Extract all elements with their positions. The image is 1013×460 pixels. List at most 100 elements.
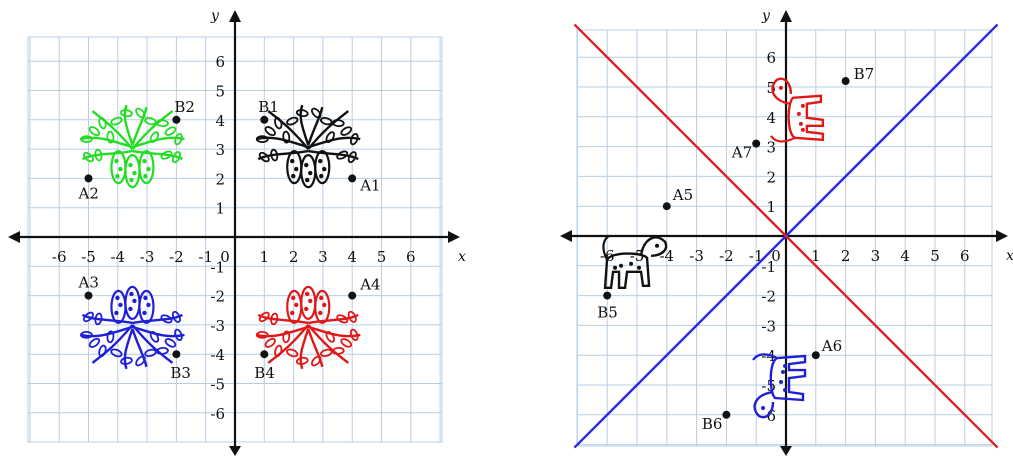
pod-dot [128,162,133,168]
right-x-tick-label: 3 [871,247,881,265]
right-y-tick-label: 6 [766,49,776,67]
leaf [94,312,103,326]
leaf [286,348,299,358]
point-label-b1: B1 [258,98,279,116]
left-y-tick-label: 3 [215,141,225,159]
animal-head [771,77,793,106]
leaf [120,356,133,365]
left-y-tick-label: 5 [215,83,225,101]
animal-head [753,390,775,419]
right-coordinate-plane: xy-6-5-4-3-2-10123456654321-1-2-3-4-5-6A… [560,8,1013,456]
pod-dot [118,302,123,308]
pod-dot [143,295,148,301]
left-x-arrow-right [448,231,460,243]
pod-dot [128,306,133,312]
leaf [325,131,335,143]
left-x-tick-label: 2 [289,248,299,266]
animal-tail [602,234,610,261]
leaf-stem [255,325,309,338]
animal-spot [800,127,805,132]
leaf [255,135,269,144]
left-x-tick-label: 0 [220,248,230,266]
leaf [274,116,283,130]
right-y-tick-label: -2 [761,288,776,306]
leaf [311,355,322,367]
leaf-stem [132,136,185,149]
leaf [336,150,349,160]
animal-tail [769,135,796,143]
pod-dot [143,173,148,179]
left-y-arrow-down [229,446,241,456]
animal-body [787,94,825,142]
point-b6 [722,410,731,419]
animal-spot [800,103,805,108]
animal-spot [761,406,766,411]
pod-dot [318,310,323,316]
leaf-stem [307,328,324,368]
animal-spot [637,265,642,270]
leaf [144,348,157,358]
left-x-arrow-left [8,231,20,243]
blue-animal-figure [752,353,807,419]
pod-dot [290,310,295,316]
pod-dot [129,291,134,297]
point-label-b4: B4 [254,364,275,382]
flower-pod [300,154,317,189]
right-x-tick-label: 2 [841,247,851,265]
leaf [110,116,123,126]
leaf [331,119,345,128]
animal-spot [778,85,783,90]
point-label-a1: A1 [359,176,380,194]
right-x-arrow-right [996,230,1008,242]
pod-dot [322,166,327,172]
pod-dot [290,158,295,164]
pod-dot [115,295,120,301]
leaf [110,348,123,358]
animal-spot [796,111,801,116]
point-a7 [752,139,761,148]
leaf [340,126,353,136]
leaf [319,348,333,358]
animal-spot [798,121,803,126]
leaf [282,330,291,344]
green-plant-figure [80,104,185,189]
pod-dot [305,291,310,297]
leaf [270,312,279,326]
right-x-arrow-left [560,230,572,242]
left-x-tick-label: -1 [198,248,213,266]
left-coordinate-plane: xy-6 -5 -4 -3 -2 -1 0 1 2 3 4 5 6654321-1-2-3-4-5-6B… [8,8,466,456]
leaf [160,150,173,160]
right-x-axis-label: x [1006,248,1013,264]
right-y-tick-label: 4 [766,109,776,127]
left-y-tick-label: -6 [210,405,225,423]
pod-dot [308,170,313,176]
pod-dot [304,162,309,168]
leaf [255,330,269,339]
pod-dot [304,306,309,312]
leaf [98,116,107,130]
leaf [347,151,357,164]
right-y-arrow-down [780,446,792,456]
leaf [311,107,322,119]
leaf [171,151,181,164]
leaf [164,126,177,136]
pod-dot [129,177,134,183]
pod-dot [132,298,137,304]
right-x-tick-label: 6 [960,247,970,265]
leaf [135,107,146,119]
point-b5 [603,291,612,300]
pod-dot [322,302,327,308]
point-label-a5: A5 [672,186,693,204]
point-label-b5: B5 [597,304,618,322]
right-x-tick-label: -2 [719,247,734,265]
leaf-stem [299,104,310,146]
point-label-a7: A7 [731,144,752,162]
flower-pod [138,150,155,185]
leaf-stem [299,328,310,370]
point-label-b3: B3 [170,364,191,382]
leaf-stem [267,110,310,150]
animal-body [769,354,807,402]
flower-pod [138,289,155,324]
leaf [160,314,173,324]
